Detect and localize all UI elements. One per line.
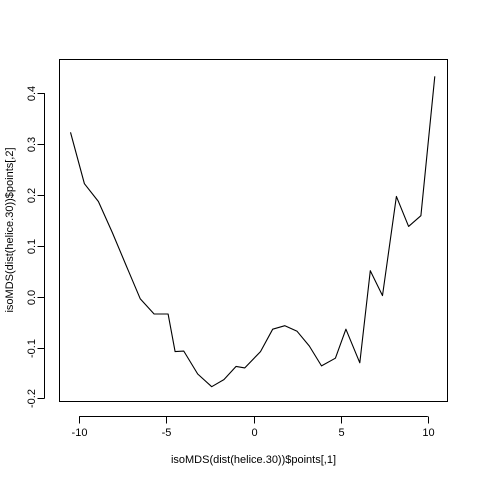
y-tick-label: 0.2 [26, 188, 38, 203]
plot-box [59, 59, 448, 402]
x-tick-label: -5 [162, 427, 172, 439]
x-axis: -10 -5 0 5 10 [72, 416, 435, 439]
series-line [69, 76, 436, 388]
x-tick-label: 0 [251, 427, 257, 439]
y-tick-label: -0.2 [26, 389, 38, 408]
y-tick-label: 0.1 [26, 239, 38, 254]
y-axis: -0.2 -0.1 0.0 0.1 0.2 0.3 0.4 [26, 86, 45, 408]
y-tick-label: -0.1 [26, 339, 38, 358]
y-tick-label: 0.4 [26, 86, 38, 101]
y-axis-label: isoMDS(dist(helice.30))$points[,2] [4, 147, 16, 312]
x-tick-label: 5 [338, 427, 344, 439]
y-tick-label: 0.3 [26, 137, 38, 152]
y-tick-label: 0.0 [26, 290, 38, 305]
series-layer [69, 76, 436, 388]
x-tick-label: -10 [72, 427, 88, 439]
x-axis-label: isoMDS(dist(helice.30))$points[,1] [171, 454, 336, 466]
x-tick-label: 10 [422, 427, 434, 439]
